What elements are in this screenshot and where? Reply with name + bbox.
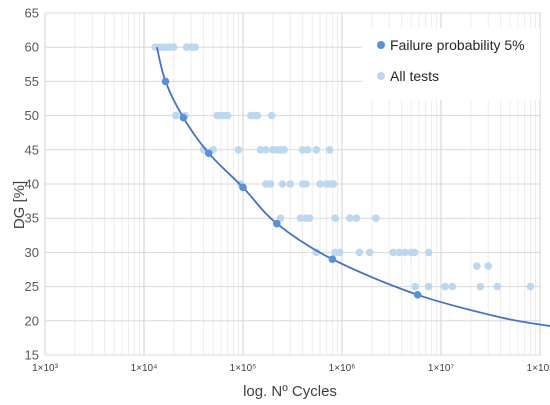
legend-label-failure: Failure probability 5% <box>390 37 525 53</box>
all-tests-point <box>365 248 374 257</box>
all-tests-point <box>473 262 481 270</box>
failure-probability-point <box>239 183 247 192</box>
failure-probability-point <box>273 219 281 228</box>
failure-probability-point <box>161 77 170 86</box>
all-tests-point <box>223 111 232 120</box>
y-tick-label: 15 <box>25 348 39 363</box>
all-tests-point <box>335 248 344 257</box>
all-tests-point <box>329 180 338 188</box>
y-tick-label: 25 <box>25 279 39 294</box>
legend-marker-failure <box>377 41 385 49</box>
all-tests-point <box>170 43 178 51</box>
y-tick-label: 65 <box>25 6 39 21</box>
y-tick-label: 35 <box>25 211 39 226</box>
all-tests-series <box>151 43 535 291</box>
all-tests-point <box>253 111 262 120</box>
all-tests-point <box>331 214 339 222</box>
all-tests-point <box>493 282 502 291</box>
y-tick-label: 45 <box>25 142 39 157</box>
all-tests-point <box>424 282 433 291</box>
x-tick-label: 1×10³ <box>32 363 59 374</box>
all-tests-point <box>312 146 321 154</box>
all-tests-point <box>389 248 398 257</box>
failure-probability-curve <box>156 46 550 327</box>
all-tests-point <box>303 146 312 154</box>
all-tests-point <box>234 146 243 154</box>
all-tests-point <box>191 43 200 51</box>
legend-box <box>362 28 540 100</box>
legend-marker-all-tests <box>377 72 385 80</box>
y-tick-label: 20 <box>25 313 39 328</box>
all-tests-point <box>262 146 270 154</box>
legend-label-all-tests: All tests <box>390 68 439 84</box>
all-tests-point <box>267 111 276 120</box>
all-tests-point <box>346 214 354 222</box>
x-axis-label: log. Nº Cycles <box>243 383 337 400</box>
all-tests-point <box>266 180 275 188</box>
y-tick-label: 30 <box>25 245 39 260</box>
all-tests-point <box>424 248 433 257</box>
all-tests-point <box>372 214 380 222</box>
all-tests-point <box>278 180 287 188</box>
all-tests-point <box>448 282 457 291</box>
x-tick-label: 1×10⁵ <box>230 363 257 374</box>
x-tick-label: 1×10⁶ <box>329 363 356 374</box>
all-tests-point <box>312 248 321 257</box>
all-tests-point <box>526 282 535 291</box>
all-tests-point <box>441 282 449 291</box>
all-tests-point <box>172 111 180 120</box>
all-tests-point <box>301 180 310 188</box>
all-tests-point <box>400 248 409 257</box>
failure-probability-point <box>179 113 188 122</box>
failure-probability-point <box>204 149 213 158</box>
y-tick-label: 60 <box>25 40 39 55</box>
legend: Failure probability 5% All tests <box>362 28 540 100</box>
all-tests-point <box>476 282 485 291</box>
failure-probability-series <box>161 77 422 299</box>
all-tests-point <box>411 282 420 291</box>
x-tick-label: 1×10⁷ <box>428 363 455 374</box>
all-tests-point <box>352 214 361 222</box>
major-gridlines <box>44 12 541 356</box>
all-tests-point <box>316 180 324 188</box>
all-tests-point <box>286 180 295 188</box>
failure-probability-line <box>156 46 550 327</box>
y-tick-label: 55 <box>25 74 39 89</box>
all-tests-point <box>355 248 364 257</box>
y-axis-label: DG [%] <box>11 181 28 229</box>
all-tests-point <box>280 146 288 154</box>
x-tick-label: 1×10⁸ <box>527 363 550 374</box>
all-tests-point <box>395 248 404 257</box>
x-tick-label: 1×10⁴ <box>131 363 158 374</box>
all-tests-point <box>256 146 265 154</box>
all-tests-point <box>305 214 314 222</box>
all-tests-point <box>276 214 285 222</box>
failure-probability-point <box>413 291 422 299</box>
all-tests-point <box>410 248 419 257</box>
failure-probability-point <box>328 255 337 264</box>
x-axis-ticks: 1×10³ 1×10⁴ 1×10⁵ 1×10⁶ 1×10⁷ 1×10⁸ <box>32 363 550 374</box>
all-tests-point <box>484 262 493 270</box>
y-axis-ticks: 15 20 25 30 35 40 45 50 55 60 65 <box>25 6 39 363</box>
y-tick-label: 50 <box>25 108 39 123</box>
y-tick-label: 40 <box>25 177 39 192</box>
all-tests-point <box>296 214 305 222</box>
all-tests-point <box>325 146 334 154</box>
